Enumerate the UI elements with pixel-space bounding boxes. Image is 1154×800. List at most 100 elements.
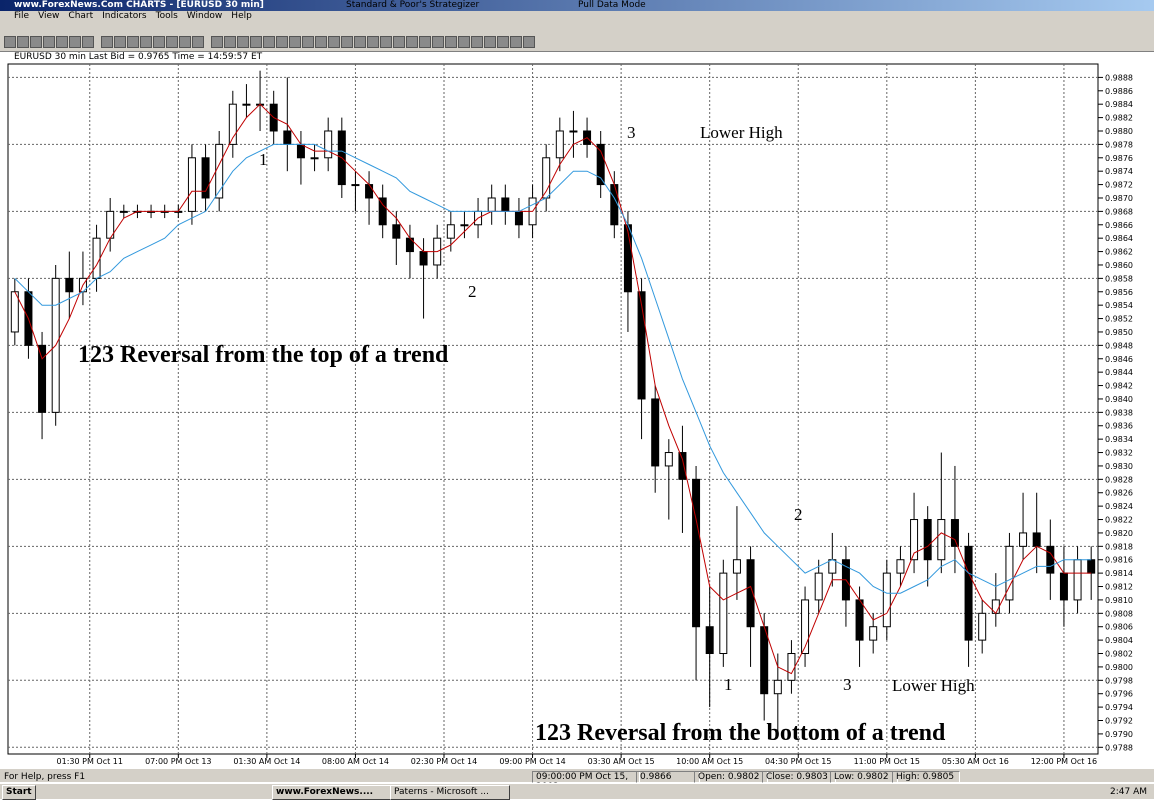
tool-icon[interactable] [484, 36, 496, 48]
y-tick-label: 0.9870 [1105, 194, 1133, 203]
tool-icon[interactable] [82, 36, 94, 48]
tool-icon[interactable] [237, 36, 249, 48]
tool-icon[interactable] [432, 36, 444, 48]
y-tick-label: 0.9878 [1105, 140, 1133, 149]
candle-body [964, 545, 973, 641]
task-button[interactable]: www.ForexNews.... [272, 785, 392, 800]
candle-body [637, 291, 646, 400]
tool-icon[interactable] [367, 36, 379, 48]
tool-icon[interactable] [192, 36, 204, 48]
candle-body [814, 572, 823, 601]
tool-icon[interactable] [153, 36, 165, 48]
status-field: 09:00:00 PM Oct 15, 2002 [532, 771, 640, 792]
tool-icon[interactable] [419, 36, 431, 48]
menu-item[interactable]: Indicators [102, 11, 147, 21]
y-tick-label: 0.9862 [1105, 248, 1133, 257]
candle-body [487, 197, 496, 212]
tool-icon[interactable] [69, 36, 81, 48]
tool-icon[interactable] [302, 36, 314, 48]
y-tick-label: 0.9836 [1105, 422, 1133, 431]
tool-icon[interactable] [101, 36, 113, 48]
y-tick-label: 0.9818 [1105, 542, 1133, 551]
tool-icon[interactable] [510, 36, 522, 48]
candle-body [365, 184, 374, 199]
candle-body [882, 572, 891, 628]
tool-icon[interactable] [56, 36, 68, 48]
tool-icon[interactable] [393, 36, 405, 48]
status-bar: For Help, press F1 09:00:00 PM Oct 15, 20… [0, 768, 1154, 792]
tool-icon[interactable] [445, 36, 457, 48]
tool-icon[interactable] [114, 36, 126, 48]
tool-icon[interactable] [523, 36, 535, 48]
menu-item[interactable]: Chart [68, 11, 94, 21]
y-tick-label: 0.9810 [1105, 596, 1133, 605]
tool-icon[interactable] [127, 36, 139, 48]
candle-body [215, 143, 224, 199]
candle-body [732, 559, 741, 574]
candle-body [596, 143, 605, 186]
y-tick-label: 0.9838 [1105, 408, 1133, 417]
y-tick-label: 0.9812 [1105, 583, 1133, 592]
toolbar [0, 22, 1154, 52]
y-tick-label: 0.9826 [1105, 489, 1133, 498]
tool-icon[interactable] [30, 36, 42, 48]
mode[interactable]: Pull Data Mode [578, 0, 646, 10]
status-field: Open: 0.9802 [694, 771, 768, 783]
x-tick-label: 07:00 PM Oct 13 [145, 757, 211, 766]
y-tick-label: 0.9830 [1105, 462, 1133, 471]
y-tick-label: 0.9804 [1105, 636, 1133, 645]
tool-icon[interactable] [315, 36, 327, 48]
tool-icon[interactable] [250, 36, 262, 48]
candle-body [119, 210, 128, 213]
candle-body [378, 197, 387, 226]
tool-icon[interactable] [276, 36, 288, 48]
tool-icon[interactable] [497, 36, 509, 48]
menu-item[interactable]: Window [186, 11, 223, 21]
menu-item[interactable]: View [38, 11, 60, 21]
tool-icon[interactable] [4, 36, 16, 48]
x-tick-label: 09:00 PM Oct 14 [499, 757, 565, 766]
tool-icon[interactable] [289, 36, 301, 48]
tool-icon[interactable] [458, 36, 470, 48]
candle-body [610, 184, 619, 226]
y-tick-label: 0.9852 [1105, 315, 1133, 324]
annotation: Lower High [892, 676, 975, 695]
y-tick-label: 0.9816 [1105, 556, 1133, 565]
menu-item[interactable]: Tools [155, 11, 178, 21]
task-button[interactable]: Paterns - Microsoft ... [390, 785, 510, 800]
tool-icon[interactable] [166, 36, 178, 48]
y-tick-label: 0.9882 [1105, 114, 1133, 123]
menu-item[interactable]: File [14, 11, 30, 21]
chart: 0.9788 0.9790 0.9792 0.9794 0.9796 0.9798 0.98… [7, 63, 1133, 766]
x-tick-label: 03:30 AM Oct 15 [588, 757, 655, 766]
title-bar: www.ForexNews.Com CHARTS - [EURUSD 30 mi… [0, 0, 1154, 11]
tool-icon[interactable] [211, 36, 223, 48]
y-tick-label: 0.9872 [1105, 181, 1133, 190]
x-tick-label: 12:00 PM Oct 16 [1031, 757, 1097, 766]
tool-icon[interactable] [380, 36, 392, 48]
y-tick-label: 0.9864 [1105, 234, 1133, 243]
candle-body [801, 599, 810, 655]
candle-body [664, 452, 673, 467]
tool-icon[interactable] [341, 36, 353, 48]
tool-icon[interactable] [263, 36, 275, 48]
tool-icon[interactable] [179, 36, 191, 48]
tool-icon[interactable] [224, 36, 236, 48]
tool-icon[interactable] [17, 36, 29, 48]
tool-icon[interactable] [328, 36, 340, 48]
tool-icon[interactable] [354, 36, 366, 48]
menu-item[interactable]: Help [231, 11, 252, 21]
x-tick-label: 10:00 AM Oct 15 [676, 757, 743, 766]
tool-icon[interactable] [471, 36, 483, 48]
annotation: 2 [794, 505, 803, 524]
tool-icon[interactable] [140, 36, 152, 48]
taskbar: Start www.ForexNews.... Paterns - Micros… [0, 783, 1154, 800]
y-tick-label: 0.9790 [1105, 730, 1133, 739]
start-button[interactable]: Start [2, 785, 36, 800]
annotation: 3 [843, 675, 852, 694]
tool-icon[interactable] [406, 36, 418, 48]
tool-icon[interactable] [43, 36, 55, 48]
y-tick-label: 0.9880 [1105, 127, 1133, 136]
candle-body [324, 130, 333, 159]
